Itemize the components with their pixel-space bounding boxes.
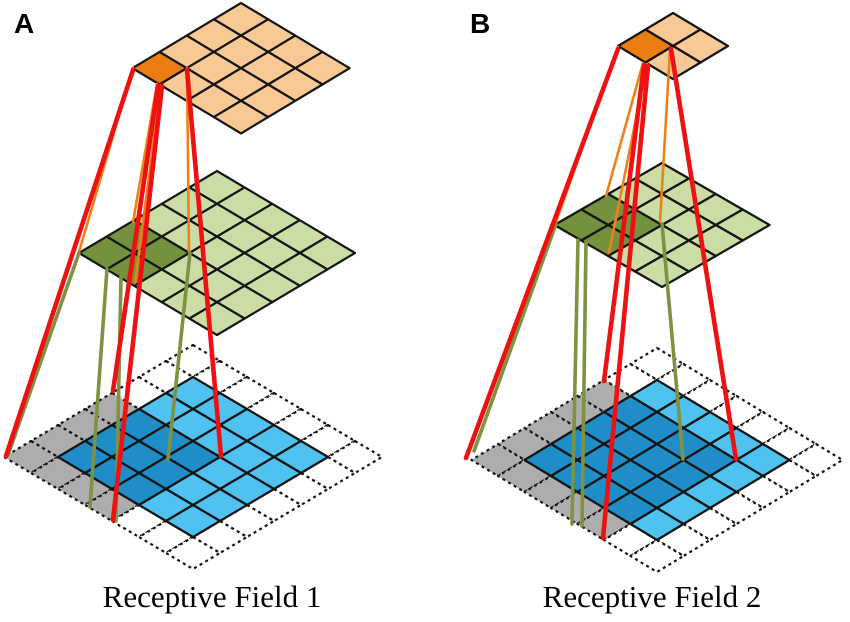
panel-b-input-grid [470, 346, 844, 574]
panel-b-connection-line-olive [570, 238, 580, 526]
panel-b-connection-line-orange [658, 48, 672, 224]
panel-a-connection-line-red [110, 83, 161, 394]
panel-b-connection-line-olive [580, 240, 588, 528]
panel-b-mid-feature-grid-cell [633, 254, 691, 289]
panel-b-top-feature-grid [616, 11, 730, 81]
panel-a [2, 1, 384, 571]
panel-a-top-feature-grid-cell [212, 99, 270, 135]
panel-a-connection-line-red [110, 83, 165, 523]
panel-b-connection-line-red [463, 46, 621, 461]
panel-b-connection-line-red [600, 63, 651, 541]
panel-a-mid-feature-grid-cell [188, 301, 246, 337]
panel-b [463, 11, 844, 574]
panel-a-input-grid [2, 343, 384, 571]
panel-a-connection-lines [3, 66, 224, 523]
panel-a-connection-line-olive [88, 267, 109, 509]
panel-b-connection-line-olive [472, 222, 558, 453]
panel-b-connection-lines [463, 45, 739, 541]
panel-a-input-grid-cell [164, 535, 222, 571]
panel-b-connection-line-red [668, 46, 739, 462]
panel-a-connection-line-red [184, 67, 224, 459]
panel-a-top-feature-grid [131, 1, 351, 135]
panel-b-letter: B [470, 8, 491, 39]
caption-receptive-field-1: Receptive Field 1 [102, 579, 322, 614]
panel-a-input-grid-cell [164, 503, 222, 539]
panel-a-connection-line-olive [6, 251, 81, 457]
panel-a-letter: A [14, 8, 35, 39]
caption-receptive-field-2: Receptive Field 2 [542, 579, 762, 614]
panel-b-connection-line-olive [660, 222, 685, 461]
panel-a-connection-line-red [3, 67, 136, 459]
panel-b-input-grid-cell [629, 538, 685, 574]
panel-b-input-grid-cell [629, 506, 685, 542]
panel-b-connection-line-orange [604, 61, 645, 198]
panel-a-connection-line-olive [166, 251, 192, 461]
panel-b-connection-line-red [601, 62, 647, 384]
